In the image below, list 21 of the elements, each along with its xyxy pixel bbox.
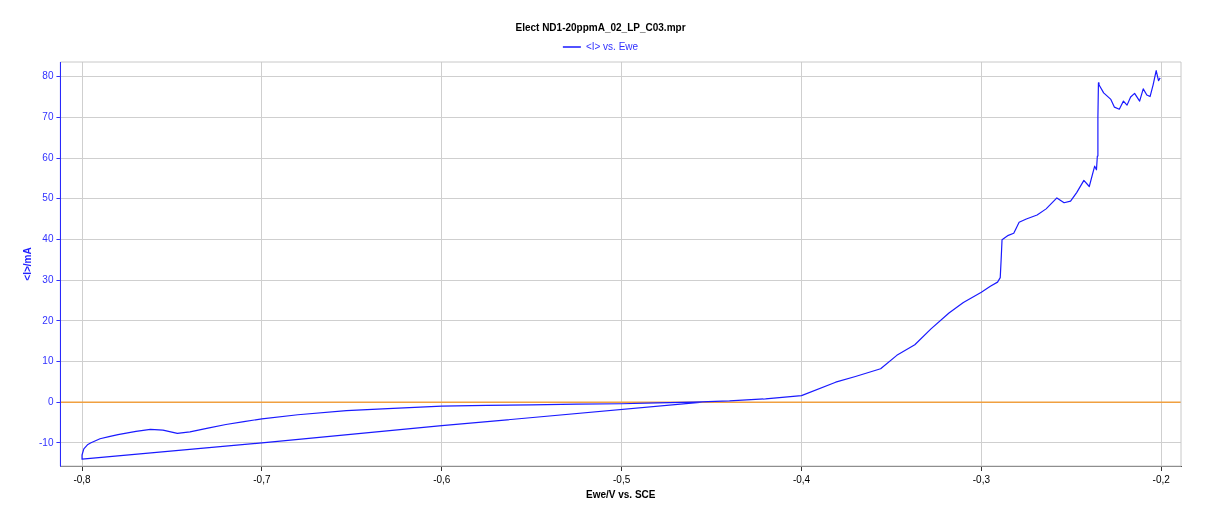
x-tick-label: -0,7 (253, 473, 271, 485)
y-tick-label: 10 (42, 355, 54, 367)
x-axis-title: Ewe/V vs. SCE (585, 488, 656, 500)
x-tick-label: -0,8 (73, 473, 92, 485)
y-tick-label: 20 (42, 314, 54, 326)
y-axis-title: <I>/mA (21, 247, 33, 281)
x-tick-label: -0,2 (1152, 473, 1171, 485)
y-tick-label: 70 (42, 111, 54, 123)
y-tick-label: 30 (42, 273, 54, 285)
y-tick-label: -10 (39, 436, 54, 448)
x-tick-label: -0,5 (613, 473, 631, 485)
x-tick-label: -0,4 (792, 473, 811, 485)
y-tick-label: 60 (42, 151, 54, 163)
legend-label: <I> vs. Ewe (585, 40, 639, 52)
y-tick-label: 50 (42, 192, 54, 204)
y-tick-label: 40 (42, 233, 54, 245)
chart-title: Elect ND1-20ppmA_02_LP_C03.mpr (515, 21, 686, 33)
y-tick-label: 0 (47, 395, 54, 407)
x-tick-label: -0,6 (433, 473, 451, 485)
y-tick-label: 80 (42, 70, 54, 82)
x-tick-label: -0,3 (972, 473, 991, 485)
